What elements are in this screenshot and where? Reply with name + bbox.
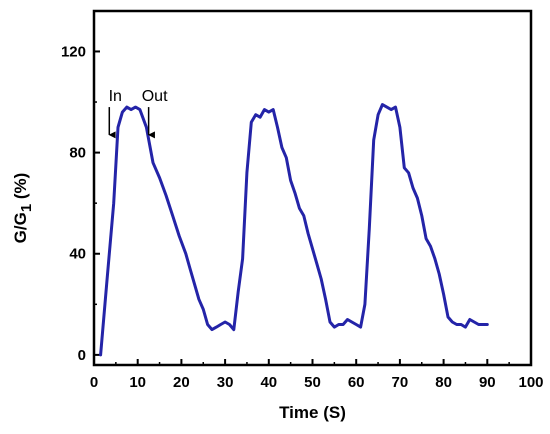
plot-frame — [92, 9, 533, 367]
x-tick-label: 100 — [518, 374, 543, 391]
y-axis-title-suffix: (%) — [11, 173, 30, 204]
x-axis-title: Time (S) — [279, 403, 346, 422]
annotation-label: Out — [142, 88, 168, 105]
y-tick-label: 120 — [61, 43, 86, 60]
x-tick-label: 60 — [348, 374, 365, 391]
y-tick-label: 40 — [69, 246, 86, 263]
x-tick-label: 50 — [304, 374, 321, 391]
x-tick-label: 0 — [90, 374, 98, 391]
y-axis: 0 40 80 120 — [61, 43, 100, 364]
x-tick-label: 90 — [479, 374, 496, 391]
y-axis-title: G/G1 (%) — [11, 173, 35, 244]
y-axis-title-subscript: 1 — [18, 204, 35, 212]
y-tick-label: 0 — [78, 347, 86, 364]
x-axis: 0 10 20 30 40 50 60 70 80 90 100 — [90, 359, 544, 391]
y-axis-title-main: G/G — [11, 212, 30, 243]
x-tick-label: 40 — [260, 374, 277, 391]
annotation-label: In — [109, 88, 122, 105]
x-tick-label: 30 — [217, 374, 234, 391]
y-tick-label: 80 — [69, 145, 86, 162]
x-tick-label: 70 — [392, 374, 409, 391]
x-tick-label: 20 — [173, 374, 190, 391]
x-tick-label: 80 — [435, 374, 452, 391]
annotations: In Out — [108, 88, 168, 139]
series-line — [99, 103, 489, 357]
x-tick-label: 10 — [129, 374, 146, 391]
